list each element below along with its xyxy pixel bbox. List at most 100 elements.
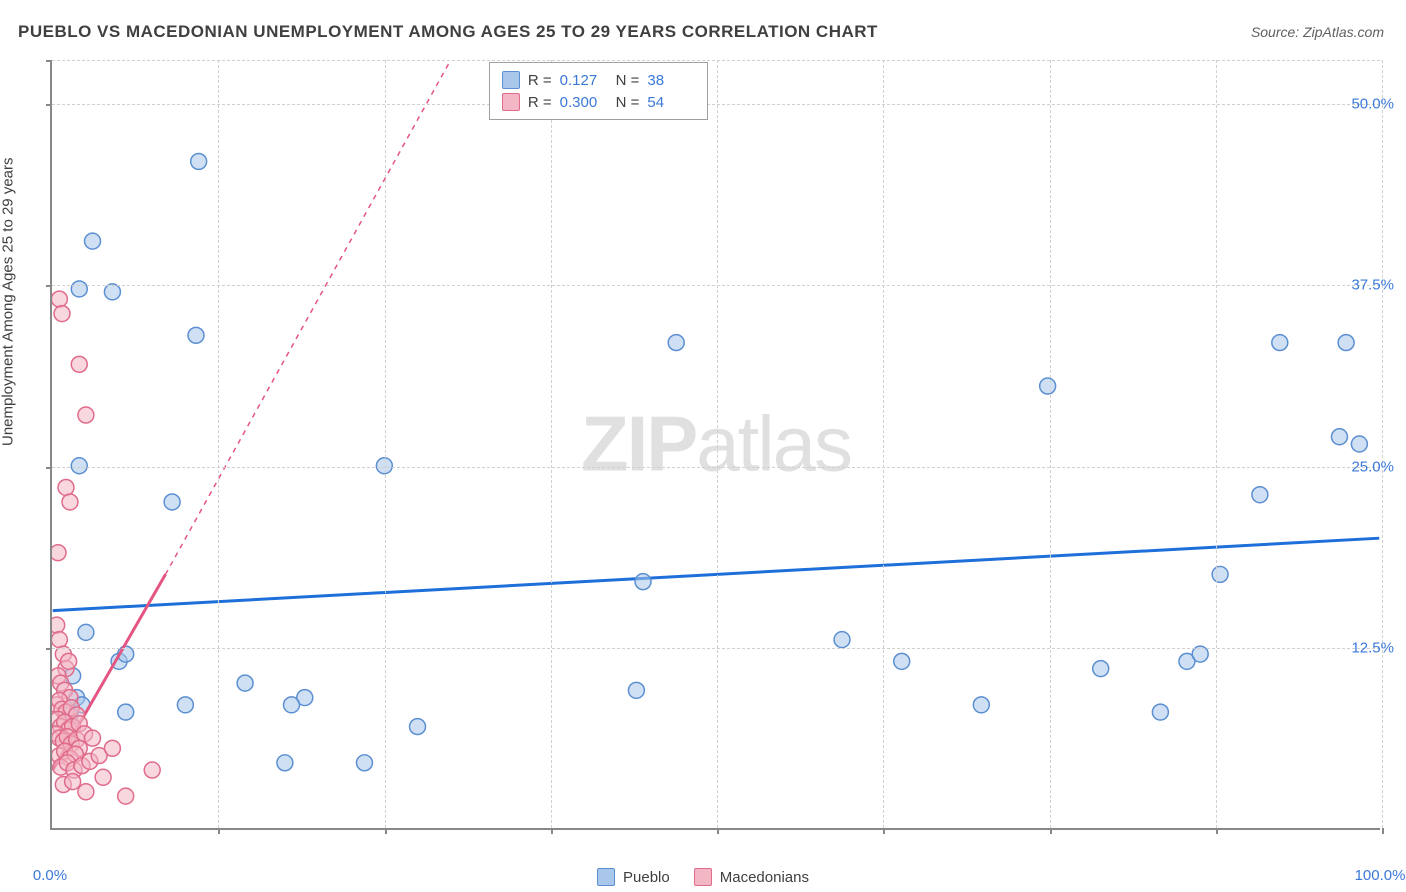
swatch-pueblo bbox=[597, 868, 615, 886]
tick-v bbox=[218, 828, 220, 834]
y-tick-label: 50.0% bbox=[1351, 95, 1394, 112]
data-point bbox=[297, 690, 313, 706]
R-label: R = bbox=[528, 72, 552, 89]
data-point bbox=[62, 690, 78, 706]
data-point bbox=[78, 407, 94, 423]
legend-stats-row: R =0.300N =54 bbox=[502, 91, 696, 113]
gridline-v bbox=[1382, 60, 1383, 828]
source-attribution: Source: ZipAtlas.com bbox=[1251, 24, 1384, 40]
y-tick-label: 37.5% bbox=[1351, 277, 1394, 294]
data-point bbox=[63, 700, 79, 716]
gridline-h bbox=[52, 104, 1380, 105]
data-point bbox=[54, 306, 70, 322]
gridline-v bbox=[218, 60, 219, 828]
watermark-bold: ZIP bbox=[581, 400, 696, 488]
data-point bbox=[52, 693, 67, 709]
data-point bbox=[58, 661, 74, 677]
data-point bbox=[52, 632, 67, 648]
data-point bbox=[58, 704, 74, 720]
data-point bbox=[104, 284, 120, 300]
data-point bbox=[635, 574, 651, 590]
gridline-v bbox=[717, 60, 718, 828]
chart-title: PUEBLO VS MACEDONIAN UNEMPLOYMENT AMONG … bbox=[18, 22, 878, 42]
data-point bbox=[53, 675, 69, 691]
gridline-v bbox=[551, 60, 552, 828]
gridline-h bbox=[52, 60, 1380, 61]
data-point bbox=[52, 726, 65, 742]
data-point bbox=[1040, 378, 1056, 394]
R-label: R = bbox=[528, 94, 552, 111]
data-point bbox=[177, 697, 193, 713]
tick-v bbox=[1216, 828, 1218, 834]
data-point bbox=[54, 701, 70, 717]
data-point bbox=[57, 743, 73, 759]
data-point bbox=[55, 733, 71, 749]
swatch bbox=[502, 93, 520, 111]
data-point bbox=[191, 153, 207, 169]
y-tick-label: 12.5% bbox=[1351, 640, 1394, 657]
data-point bbox=[71, 458, 87, 474]
data-point bbox=[52, 617, 65, 633]
tick-v bbox=[1050, 828, 1052, 834]
data-point bbox=[61, 653, 77, 669]
legend-stats: R =0.127N =38R =0.300N =54 bbox=[489, 62, 709, 120]
svg-overlay bbox=[52, 60, 1380, 828]
data-point bbox=[356, 755, 372, 771]
data-point bbox=[53, 719, 69, 735]
plot-area: ZIPatlas bbox=[50, 60, 1380, 830]
tick-v bbox=[385, 828, 387, 834]
data-point bbox=[95, 769, 111, 785]
data-point bbox=[62, 750, 78, 766]
watermark-rest: atlas bbox=[696, 400, 851, 488]
legend-label-pueblo: Pueblo bbox=[623, 869, 670, 886]
tick-h bbox=[46, 60, 52, 62]
data-point bbox=[57, 682, 73, 698]
N-value: 38 bbox=[647, 72, 695, 89]
tick-h bbox=[46, 104, 52, 106]
data-point bbox=[1252, 487, 1268, 503]
watermark: ZIPatlas bbox=[581, 399, 851, 490]
data-point bbox=[52, 291, 67, 307]
tick-h bbox=[46, 285, 52, 287]
data-point bbox=[834, 632, 850, 648]
data-point bbox=[1331, 429, 1347, 445]
legend-label-macedonians: Macedonians bbox=[720, 869, 809, 886]
data-point bbox=[65, 774, 81, 790]
data-point bbox=[164, 494, 180, 510]
tick-v bbox=[1382, 828, 1384, 834]
data-point bbox=[52, 668, 66, 684]
data-point bbox=[1093, 661, 1109, 677]
data-point bbox=[59, 755, 75, 771]
data-point bbox=[85, 233, 101, 249]
data-point bbox=[91, 748, 107, 764]
data-point bbox=[277, 755, 293, 771]
gridline-v bbox=[385, 60, 386, 828]
data-point bbox=[59, 729, 75, 745]
N-label: N = bbox=[616, 94, 640, 111]
data-point bbox=[52, 545, 66, 561]
trend-line bbox=[53, 574, 166, 770]
data-point bbox=[82, 753, 98, 769]
data-point bbox=[188, 327, 204, 343]
data-point bbox=[144, 762, 160, 778]
tick-h bbox=[46, 648, 52, 650]
data-point bbox=[71, 740, 87, 756]
data-point bbox=[74, 697, 90, 713]
data-point bbox=[74, 758, 90, 774]
source-prefix: Source: bbox=[1251, 24, 1303, 40]
gridline-v bbox=[883, 60, 884, 828]
data-point bbox=[71, 356, 87, 372]
data-point bbox=[53, 759, 69, 775]
data-point bbox=[85, 730, 101, 746]
data-point bbox=[71, 281, 87, 297]
gridline-h bbox=[52, 648, 1380, 649]
data-point bbox=[284, 697, 300, 713]
data-point bbox=[52, 711, 66, 727]
data-point bbox=[69, 732, 85, 748]
trend-line bbox=[53, 538, 1380, 610]
data-point bbox=[52, 748, 67, 764]
x-tick-label: 100.0% bbox=[1355, 867, 1406, 884]
data-point bbox=[894, 653, 910, 669]
tick-v bbox=[717, 828, 719, 834]
tick-h bbox=[46, 467, 52, 469]
